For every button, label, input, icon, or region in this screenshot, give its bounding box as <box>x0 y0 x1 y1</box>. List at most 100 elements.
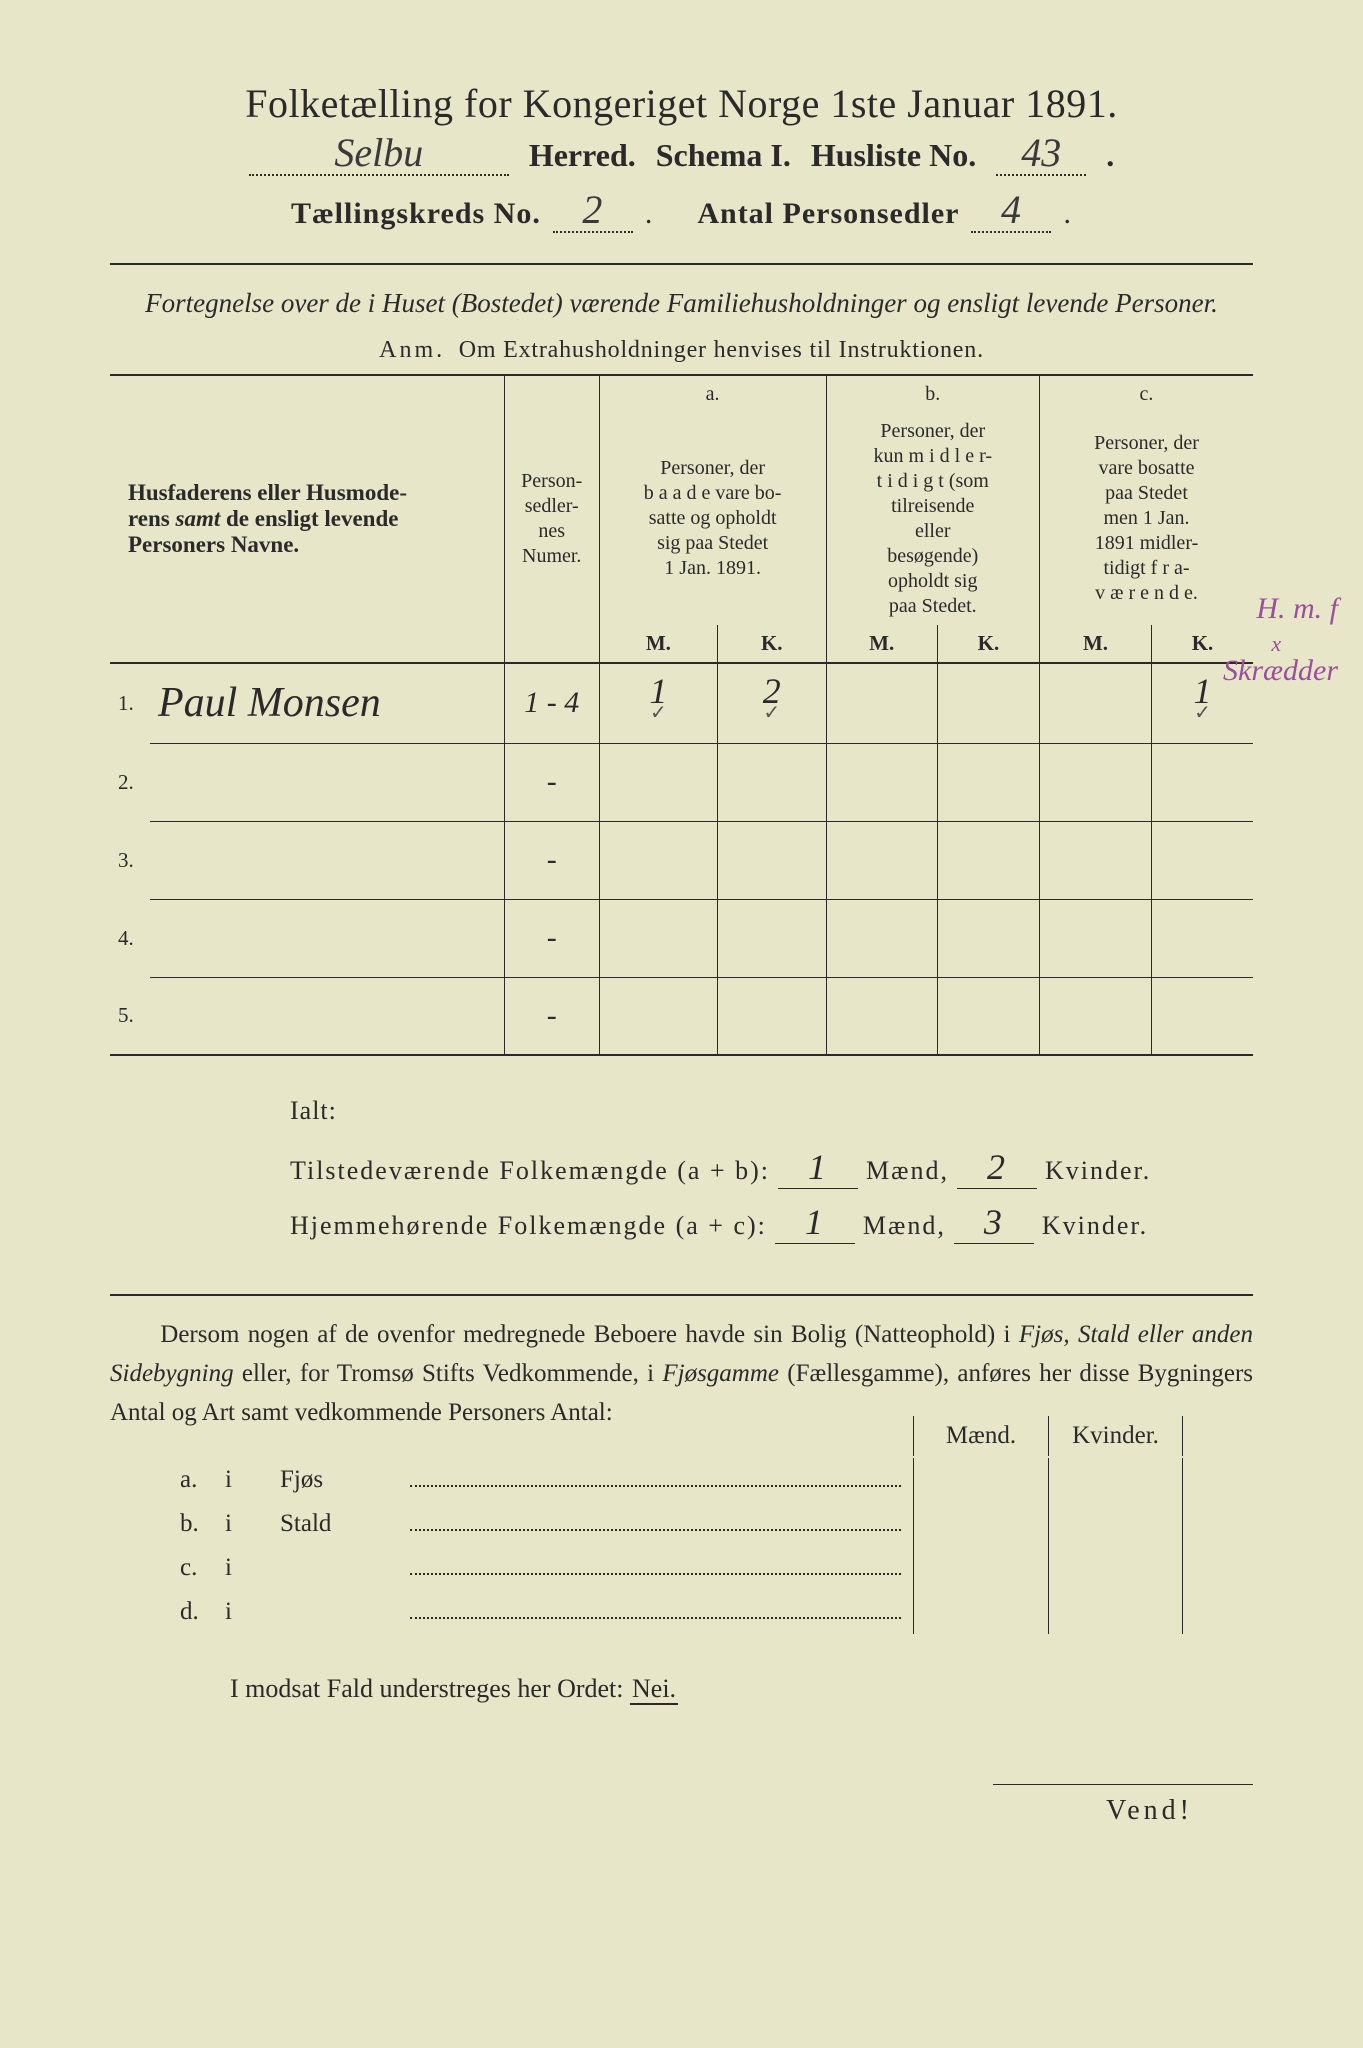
row-c-k <box>1152 821 1253 899</box>
col-c-m: M. <box>1040 625 1152 663</box>
modsat-line: I modsat Fald understreges her Ordet: Ne… <box>230 1674 1253 1704</box>
vend-label: Vend! <box>993 1784 1253 1827</box>
row-b-m <box>826 977 937 1055</box>
row-c-k <box>1152 977 1253 1055</box>
row-a-m <box>599 821 717 899</box>
antal-value: 4 <box>1001 187 1022 232</box>
row-numer: - <box>504 821 599 899</box>
col-numer-header: Person-sedler-nesNumer. <box>504 375 599 663</box>
row-number: 5. <box>110 977 150 1055</box>
row-a-k <box>718 821 827 899</box>
ialt-line-1: Tilstedeværende Folkemængde (a + b): 1 M… <box>290 1146 1253 1189</box>
row-numer: - <box>504 743 599 821</box>
divider <box>110 263 1253 265</box>
subtitle: Fortegnelse over de i Huset (Bostedet) v… <box>110 285 1253 323</box>
herred-value: Selbu <box>334 130 423 175</box>
outbuild-i: i <box>225 1466 280 1494</box>
row-a-k <box>718 899 827 977</box>
anm-line: Anm. Om Extrahusholdninger henvises til … <box>110 337 1253 364</box>
kreds-label: Tællingskreds No. <box>291 197 541 231</box>
row-b-k <box>937 899 1039 977</box>
herred-label: Herred. <box>529 137 636 174</box>
row-a-k <box>718 977 827 1055</box>
col-c-text: Personer, dervare bosattepaa Stedetmen 1… <box>1040 413 1254 625</box>
page-title: Folketælling for Kongeriget Norge 1ste J… <box>110 80 1253 127</box>
row-c-m <box>1040 899 1152 977</box>
row-name <box>150 977 504 1055</box>
row-numer: 1 - 4 <box>504 663 599 744</box>
outbuild-name: Stald <box>280 1510 410 1538</box>
margin-note-2: Skrædder <box>1223 654 1338 687</box>
col-a-m: M. <box>599 625 717 663</box>
antal-label: Antal Personsedler <box>697 197 959 231</box>
ialt-line-2: Hjemmehørende Folkemængde (a + c): 1 Mæn… <box>290 1201 1253 1244</box>
row-a-k: 2✓ <box>718 663 827 744</box>
col-b-label: b. <box>826 375 1039 413</box>
table-row: 1. Paul Monsen 1 - 4 1✓ 2✓ 1✓ <box>110 663 1253 744</box>
row-b-m <box>826 663 937 744</box>
row-name <box>150 899 504 977</box>
header-line-3: Tællingskreds No. 2. Antal Personsedler … <box>110 194 1253 233</box>
col-a-label: a. <box>599 375 826 413</box>
header-line-2: Selbu Herred. Schema I. Husliste No. 43. <box>110 137 1253 176</box>
anm-text: Om Extrahusholdninger henvises til Instr… <box>459 337 984 363</box>
husliste-value: 43 <box>1021 130 1061 175</box>
col-b-text: Personer, derkun m i d l e r-t i d i g t… <box>826 413 1039 625</box>
row-numer: - <box>504 899 599 977</box>
row-c-m <box>1040 663 1152 744</box>
table-row: 4. - <box>110 899 1253 977</box>
kreds-value: 2 <box>582 187 603 232</box>
row-name <box>150 743 504 821</box>
schema-label: Schema I. <box>656 137 791 174</box>
outbuilding-table: Mænd. Kvinder. a. i Fjøs b. i Stald c. i… <box>110 1458 1253 1634</box>
outbuild-maend-header: Mænd. <box>913 1416 1048 1456</box>
row-c-m <box>1040 743 1152 821</box>
row-name: Paul Monsen <box>150 663 504 744</box>
row-a-k <box>718 743 827 821</box>
row-b-m <box>826 899 937 977</box>
anm-prefix: Anm. <box>379 337 445 363</box>
row-number: 1. <box>110 663 150 744</box>
outbuild-label: a. <box>180 1466 225 1494</box>
row-b-k <box>937 821 1039 899</box>
row-number: 2. <box>110 743 150 821</box>
outbuild-kvinder-header: Kvinder. <box>1048 1416 1183 1456</box>
outbuild-label: b. <box>180 1510 225 1538</box>
row-a-m <box>599 899 717 977</box>
outbuild-name: Fjøs <box>280 1466 410 1494</box>
outbuild-i: i <box>225 1554 280 1582</box>
husliste-label: Husliste No. <box>811 137 976 174</box>
table-row: 2. - <box>110 743 1253 821</box>
col-a-k: K. <box>718 625 827 663</box>
row-c-k <box>1152 743 1253 821</box>
ialt-section: Ialt: Tilstedeværende Folkemængde (a + b… <box>290 1096 1253 1244</box>
row-a-m <box>599 977 717 1055</box>
ialt-title: Ialt: <box>290 1096 1253 1126</box>
row-b-m <box>826 821 937 899</box>
row-a-m <box>599 743 717 821</box>
col-a-text: Personer, derb a a d e vare bo-satte og … <box>599 413 826 625</box>
outbuild-i: i <box>225 1510 280 1538</box>
row-number: 4. <box>110 899 150 977</box>
row-c-k <box>1152 899 1253 977</box>
census-table: Husfaderens eller Husmode-rens samt de e… <box>110 374 1253 1057</box>
col-c-label: c. <box>1040 375 1254 413</box>
row-name <box>150 821 504 899</box>
row-c-m <box>1040 821 1152 899</box>
col-b-k: K. <box>937 625 1039 663</box>
outbuild-i: i <box>225 1598 280 1626</box>
table-row: 3. - <box>110 821 1253 899</box>
row-c-m <box>1040 977 1152 1055</box>
col-names-header: Husfaderens eller Husmode-rens samt de e… <box>110 375 504 663</box>
row-number: 3. <box>110 821 150 899</box>
divider <box>110 1294 1253 1296</box>
row-b-m <box>826 743 937 821</box>
row-b-k <box>937 977 1039 1055</box>
row-b-k <box>937 663 1039 744</box>
row-a-m: 1✓ <box>599 663 717 744</box>
outbuild-label: d. <box>180 1598 225 1626</box>
row-numer: - <box>504 977 599 1055</box>
outbuild-label: c. <box>180 1554 225 1582</box>
col-b-m: M. <box>826 625 937 663</box>
row-b-k <box>937 743 1039 821</box>
